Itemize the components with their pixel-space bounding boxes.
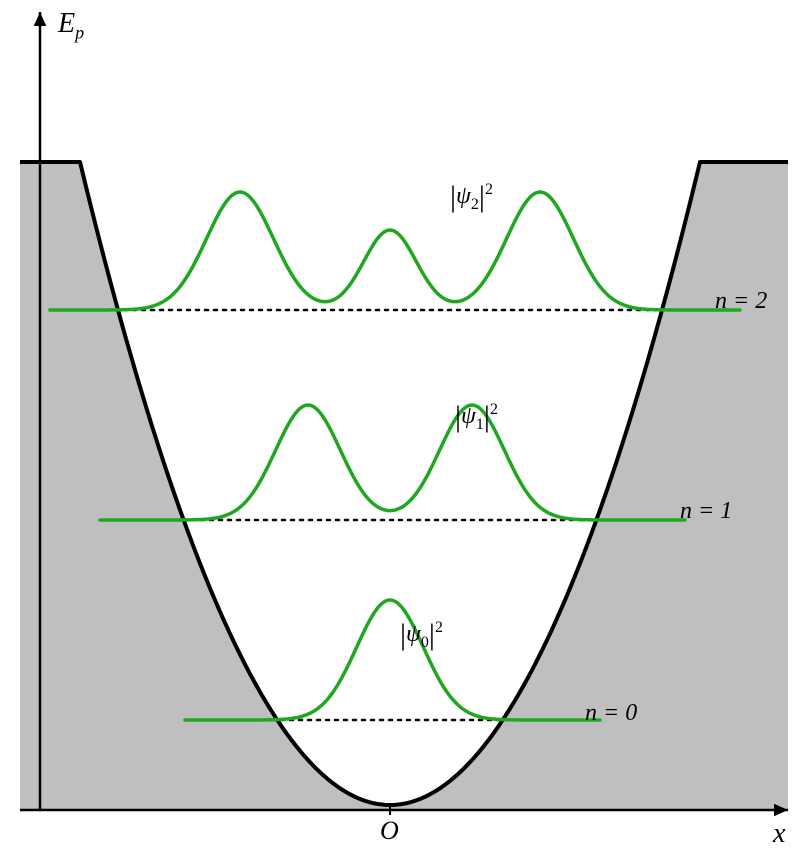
origin-label: O (380, 816, 399, 846)
level-label-n1: n = 1 (680, 498, 732, 525)
y-axis-label: Ep (58, 8, 84, 44)
psi-label-1: |ψ1|2 (455, 400, 498, 434)
level-label-n0: n = 0 (585, 700, 637, 727)
level-label-n2: n = 2 (715, 288, 767, 315)
psi-label-0: |ψ0|2 (400, 618, 443, 652)
diagram-svg (0, 0, 800, 853)
x-axis-label: x (773, 818, 785, 850)
psi-label-2: |ψ2|2 (450, 180, 493, 214)
diagram-canvas: Ep x O n = 0 n = 1 n = 2 |ψ0|2 |ψ1|2 |ψ2|2 (0, 0, 800, 853)
